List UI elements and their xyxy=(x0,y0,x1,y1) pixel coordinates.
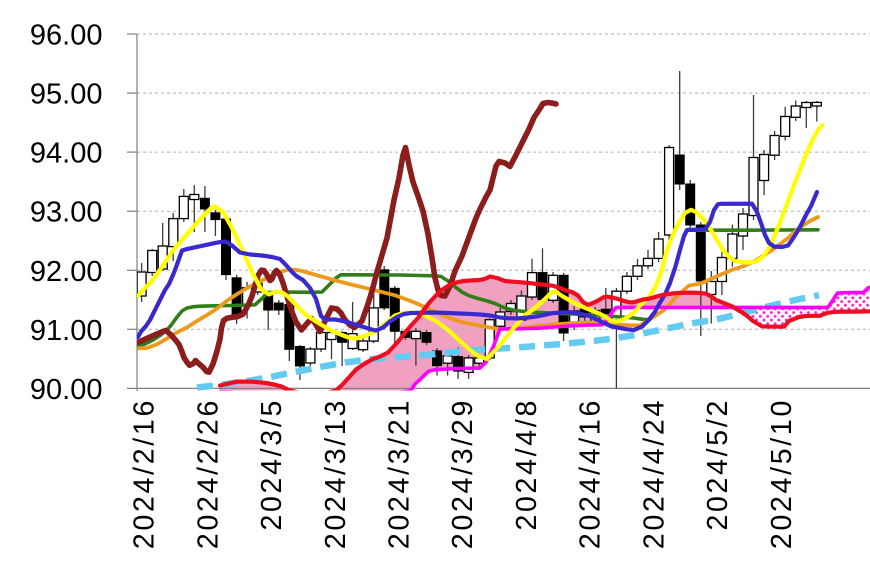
svg-text:93.00: 93.00 xyxy=(30,197,103,229)
svg-text:95.00: 95.00 xyxy=(30,79,103,111)
svg-text:94.00: 94.00 xyxy=(30,138,103,170)
svg-text:2024/5/2: 2024/5/2 xyxy=(702,398,734,531)
svg-text:90.00: 90.00 xyxy=(30,374,103,406)
svg-text:2024/3/13: 2024/3/13 xyxy=(320,398,352,549)
svg-text:2024/4/8: 2024/4/8 xyxy=(511,398,543,531)
svg-text:2024/2/26: 2024/2/26 xyxy=(192,398,224,549)
svg-text:96.00: 96.00 xyxy=(30,20,103,52)
svg-text:2024/3/5: 2024/3/5 xyxy=(256,398,288,531)
svg-text:2024/2/16: 2024/2/16 xyxy=(129,398,161,549)
svg-text:92.00: 92.00 xyxy=(30,256,103,288)
svg-text:2024/4/16: 2024/4/16 xyxy=(575,398,607,549)
svg-text:2024/5/10: 2024/5/10 xyxy=(766,398,798,549)
svg-text:2024/3/21: 2024/3/21 xyxy=(384,398,416,549)
svg-text:91.00: 91.00 xyxy=(30,315,103,347)
svg-text:2024/4/24: 2024/4/24 xyxy=(638,398,670,549)
svg-text:2024/3/29: 2024/3/29 xyxy=(447,398,479,549)
